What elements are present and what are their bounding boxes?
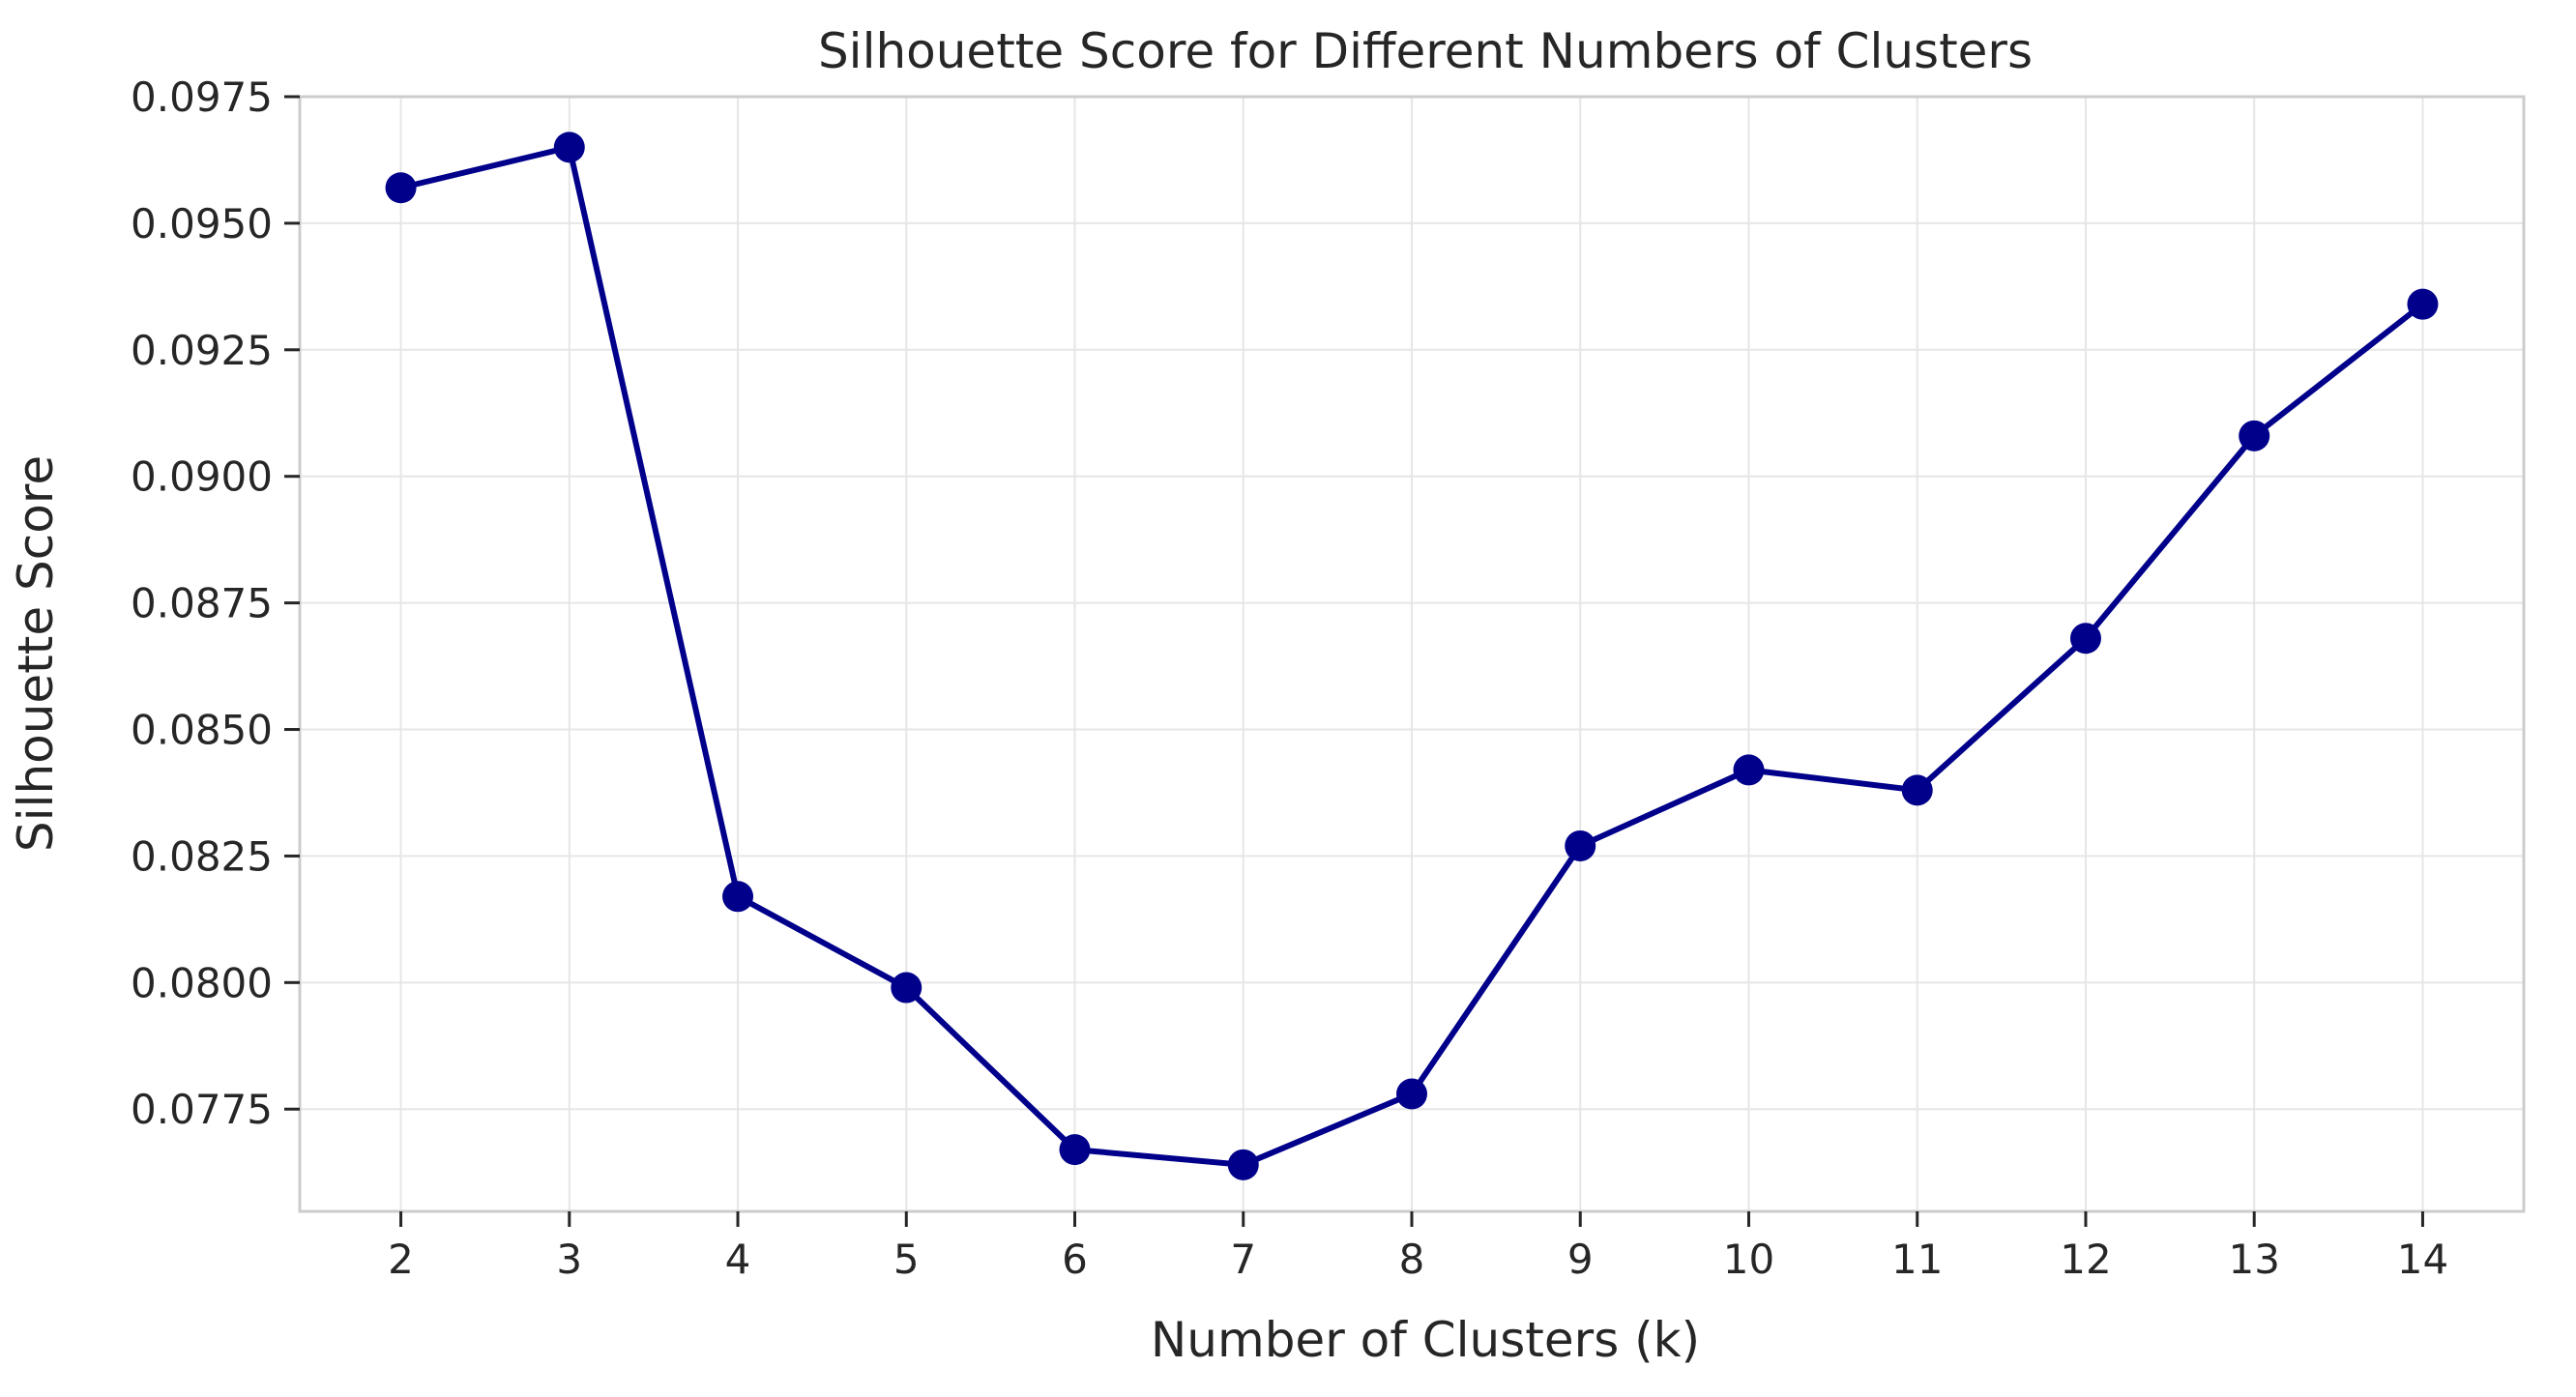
data-point-k-7 — [1227, 1149, 1259, 1180]
series-layer — [385, 131, 2439, 1180]
x-tick-label: 7 — [1230, 1236, 1256, 1283]
data-point-k-4 — [722, 881, 754, 913]
data-point-k-13 — [2239, 420, 2270, 451]
data-point-k-14 — [2407, 288, 2439, 320]
x-tick-label: 10 — [1723, 1236, 1774, 1283]
data-point-k-10 — [1733, 754, 1765, 786]
data-point-k-6 — [1059, 1134, 1091, 1166]
y-tick-label: 0.0775 — [131, 1086, 273, 1133]
x-tick-label: 9 — [1567, 1236, 1594, 1283]
y-tick-label: 0.0825 — [131, 832, 273, 880]
data-point-k-9 — [1565, 829, 1596, 861]
y-tick-label: 0.0925 — [131, 327, 273, 374]
x-tick-label: 11 — [1891, 1236, 1943, 1283]
x-axis-ticks: 2 3 4 5 6 7 8 9 10 11 12 13 14 — [388, 1211, 2448, 1283]
data-point-k-2 — [385, 172, 417, 204]
y-tick-label: 0.0950 — [131, 200, 273, 247]
y-tick-label: 0.0850 — [131, 707, 273, 754]
y-tick-label: 0.0900 — [131, 453, 273, 501]
y-axis-label: Silhouette Score — [8, 455, 64, 852]
data-point-k-5 — [891, 972, 922, 1004]
y-axis-ticks: 0.0775 0.0800 0.0825 0.0850 0.0875 0.0900 0.09… — [131, 73, 300, 1133]
data-point-k-12 — [2069, 623, 2101, 655]
y-tick-label: 0.0800 — [131, 959, 273, 1006]
x-tick-label: 12 — [2060, 1236, 2111, 1283]
x-tick-label: 2 — [388, 1236, 414, 1283]
y-tick-label: 0.0875 — [131, 580, 273, 627]
data-point-k-8 — [1396, 1078, 1427, 1110]
chart-title: Silhouette Score for Different Numbers o… — [818, 23, 2033, 79]
data-point-k-3 — [553, 131, 585, 163]
x-tick-label: 8 — [1399, 1236, 1425, 1283]
x-tick-label: 3 — [556, 1236, 582, 1283]
x-tick-label: 6 — [1062, 1236, 1088, 1283]
x-tick-label: 14 — [2397, 1236, 2448, 1283]
x-tick-label: 5 — [893, 1236, 920, 1283]
x-tick-label: 4 — [725, 1236, 751, 1283]
y-tick-label: 0.0975 — [131, 73, 273, 121]
x-axis-label: Number of Clusters (k) — [1151, 1312, 1700, 1368]
data-point-k-11 — [1901, 774, 1933, 806]
x-tick-label: 13 — [2228, 1236, 2279, 1283]
grid — [300, 96, 2524, 1211]
